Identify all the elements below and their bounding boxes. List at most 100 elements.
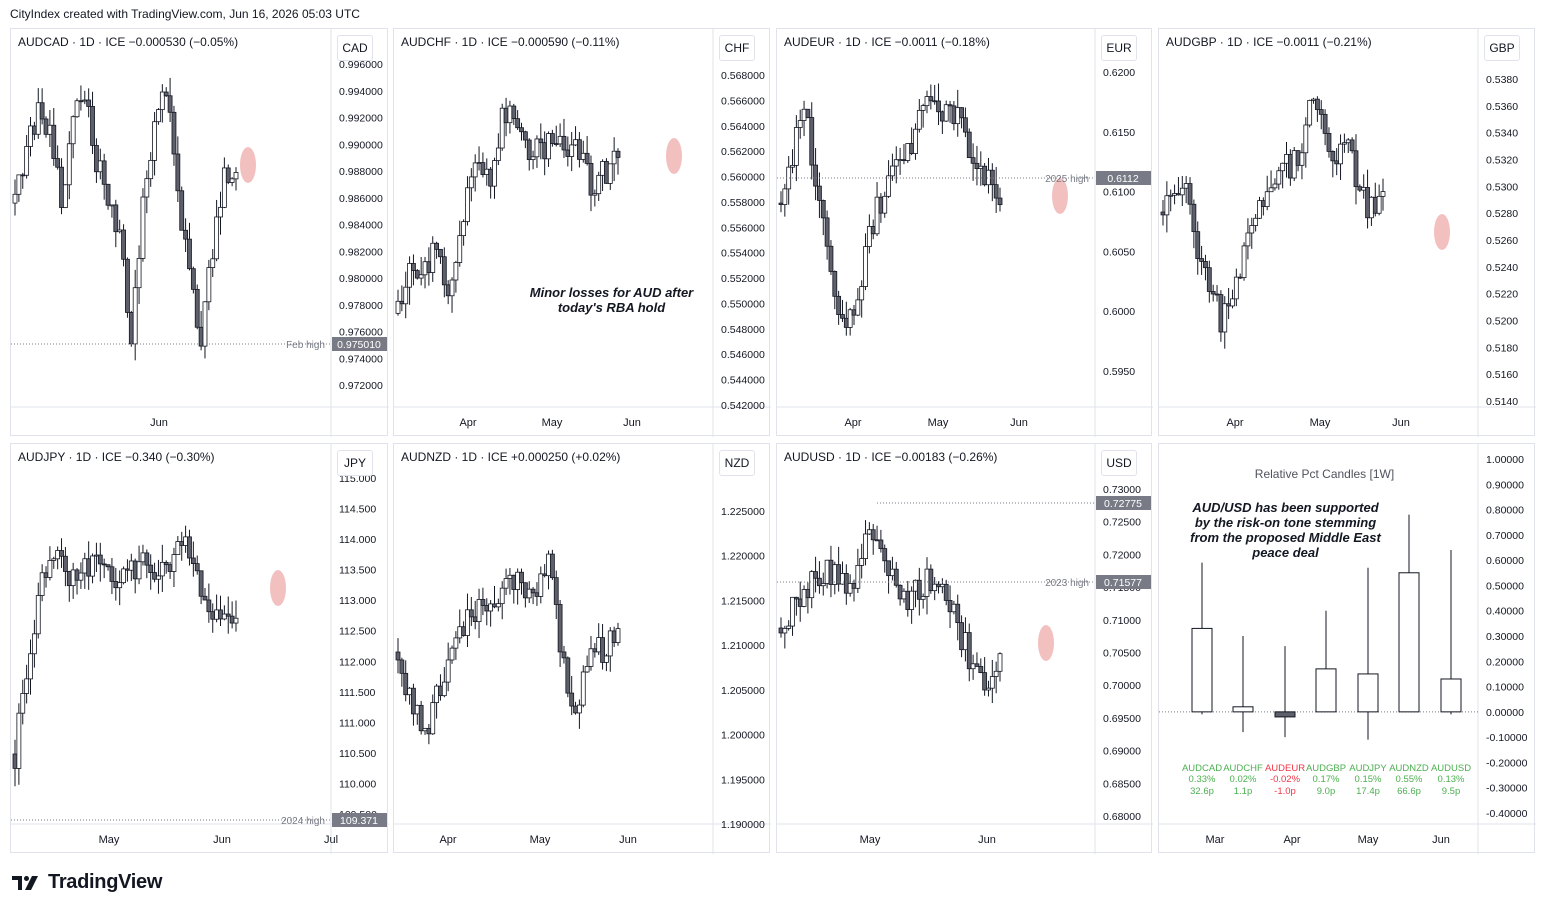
candle-body [480,599,486,606]
symbol-title[interactable]: AUDUSD · 1D · ICE −0.00183 (−0.26%) [784,450,998,464]
symbol-title[interactable]: AUDNZD · 1D · ICE +0.000250 (+0.02%) [401,450,621,464]
candle-body [31,125,37,135]
candle-body [604,655,609,663]
candle-body [778,202,784,205]
symbol-title[interactable]: AUDGBP · 1D · ICE −0.0011 (−0.21%) [1166,35,1372,49]
candle-body [109,204,115,207]
candle-body [1233,276,1239,300]
chart-canvas[interactable]: 0.6200 0.6150 0.6100 0.6050 0.6000 0.5950 Apr M… [777,29,1153,437]
candle-body [611,150,617,165]
candles-group [778,83,1003,336]
chart-canvas[interactable]: 0.730000.725000.720000.715000.710000.705… [777,444,1153,854]
price-tick-label: 0.10000 [1486,682,1524,694]
price-tick-label: 0.988000 [339,166,383,178]
candle-body [171,554,177,572]
candle-body [1187,183,1193,205]
candle-body [16,174,22,195]
candle-body [495,603,501,608]
currency-badge[interactable]: NZD [719,450,755,476]
candle-body [163,561,169,566]
candle-body [449,647,455,661]
candle-body [557,604,563,653]
candle-body [809,571,815,599]
candle-body [472,162,478,178]
currency-badge[interactable]: EUR [1101,35,1137,61]
price-tick-label: 0.556000 [721,222,765,234]
candle-body [584,666,590,673]
candle-body [35,102,41,135]
price-tick-label: 0.5260 [1486,235,1518,247]
price-tick-label: 0.992000 [339,113,383,125]
candle-body [573,139,578,146]
candle-body [97,160,103,173]
chart-panel-audnzd[interactable]: 1.225000 1.220000 1.215000 1.210000 1.205000… [393,443,771,854]
symbol-title[interactable]: AUDCAD · 1D · ICE −0.000530 (−0.05%) [18,35,239,49]
symbol-title[interactable]: AUDCHF · 1D · ICE −0.000590 (−0.11%) [401,35,620,49]
candle-body [35,595,41,635]
relative-pct-canvas[interactable]: 1.00000 0.90000 0.80000 0.70000 0.60000 0.500… [1159,444,1536,854]
candle-body [51,124,57,159]
candle-body [782,188,788,205]
candle-body [793,127,799,166]
rel-candle-body [1315,668,1337,713]
candle-body [588,162,594,196]
candle-body [553,577,559,605]
footer-brand[interactable]: TradingView [12,871,162,894]
chart-panel-audcad[interactable]: 0.996000 0.994000 0.992000 0.990000 0.988000… [10,28,389,437]
candle-body [128,560,134,571]
candle-body [963,632,968,651]
candles-group [12,77,239,361]
chart-canvas[interactable]: 0.996000 0.994000 0.992000 0.990000 0.988000… [11,29,389,437]
price-tick-label: 0.978000 [339,300,383,312]
candle-body [982,672,988,691]
chart-panel-audusd[interactable]: 0.730000.725000.720000.715000.710000.705… [776,443,1153,854]
currency-badge[interactable]: USD [1101,450,1137,476]
currency-badge[interactable]: CHF [719,35,755,61]
candle-body [465,187,470,223]
candles-group [395,549,621,745]
candle-body [824,559,830,584]
chart-canvas[interactable]: 0.5380 0.5360 0.5340 0.5320 0.5300 0.5280 0.52… [1159,29,1536,437]
chart-panel-audeur[interactable]: 0.6200 0.6150 0.6100 0.6050 0.6000 0.5950 Apr M… [776,28,1153,437]
chart-canvas[interactable]: 0.568000 0.566000 0.564000 0.562000 0.560000… [394,29,771,437]
candle-body [229,615,235,624]
rel-pip-label: 32.6p [1190,786,1214,797]
candle-body [503,107,509,124]
candle-body [820,200,826,219]
chart-panel-audchf[interactable]: 0.568000 0.566000 0.564000 0.562000 0.560000… [393,28,771,437]
candle-body [503,578,509,589]
currency-badge[interactable]: JPY [337,450,373,476]
candle-body [187,238,192,270]
candle-body [194,288,200,328]
candle-body [403,672,409,696]
candle-body [488,168,494,187]
chart-canvas[interactable]: 115.000 114.500 114.000 113.500 113.000 112.5… [11,444,389,854]
price-tick-label: 114.000 [339,534,376,546]
symbol-title[interactable]: AUDJPY · 1D · ICE −0.340 (−0.30%) [18,450,215,464]
price-tick-label: 0.70500 [1103,648,1141,660]
candle-body [233,172,239,180]
symbol-title[interactable]: AUDEUR · 1D · ICE −0.0011 (−0.18%) [784,35,990,49]
chart-panel-relative-pct[interactable]: 1.00000 0.90000 0.80000 0.70000 0.60000 0.500… [1158,443,1536,854]
currency-badge[interactable]: GBP [1484,35,1520,61]
price-tick-label: 0.5140 [1486,396,1518,408]
candle-body [221,613,227,620]
candle-body [878,196,884,214]
candle-body [515,118,521,129]
candle-body [797,598,803,607]
price-tick-label: 111.000 [339,717,376,729]
time-tick-label: Jun [1010,417,1028,429]
chart-panel-audjpy[interactable]: 115.000 114.500 114.000 113.500 113.000 112.5… [10,443,389,854]
candle-body [890,165,895,177]
price-tick-label: 0.6000 [1103,306,1135,318]
chart-panel-audgbp[interactable]: 0.5380 0.5360 0.5340 0.5320 0.5300 0.5280 0.52… [1158,28,1536,437]
price-tick-label: 0.68500 [1103,778,1141,790]
rel-candle-body [1398,572,1420,713]
candle-body [874,539,880,542]
candle-body [522,131,528,141]
level-label: 2025 high [1045,174,1089,185]
currency-badge[interactable]: CAD [337,35,373,61]
candle-body [1342,142,1347,145]
chart-canvas[interactable]: 1.225000 1.220000 1.215000 1.210000 1.205000… [394,444,771,854]
candle-body [538,138,544,144]
